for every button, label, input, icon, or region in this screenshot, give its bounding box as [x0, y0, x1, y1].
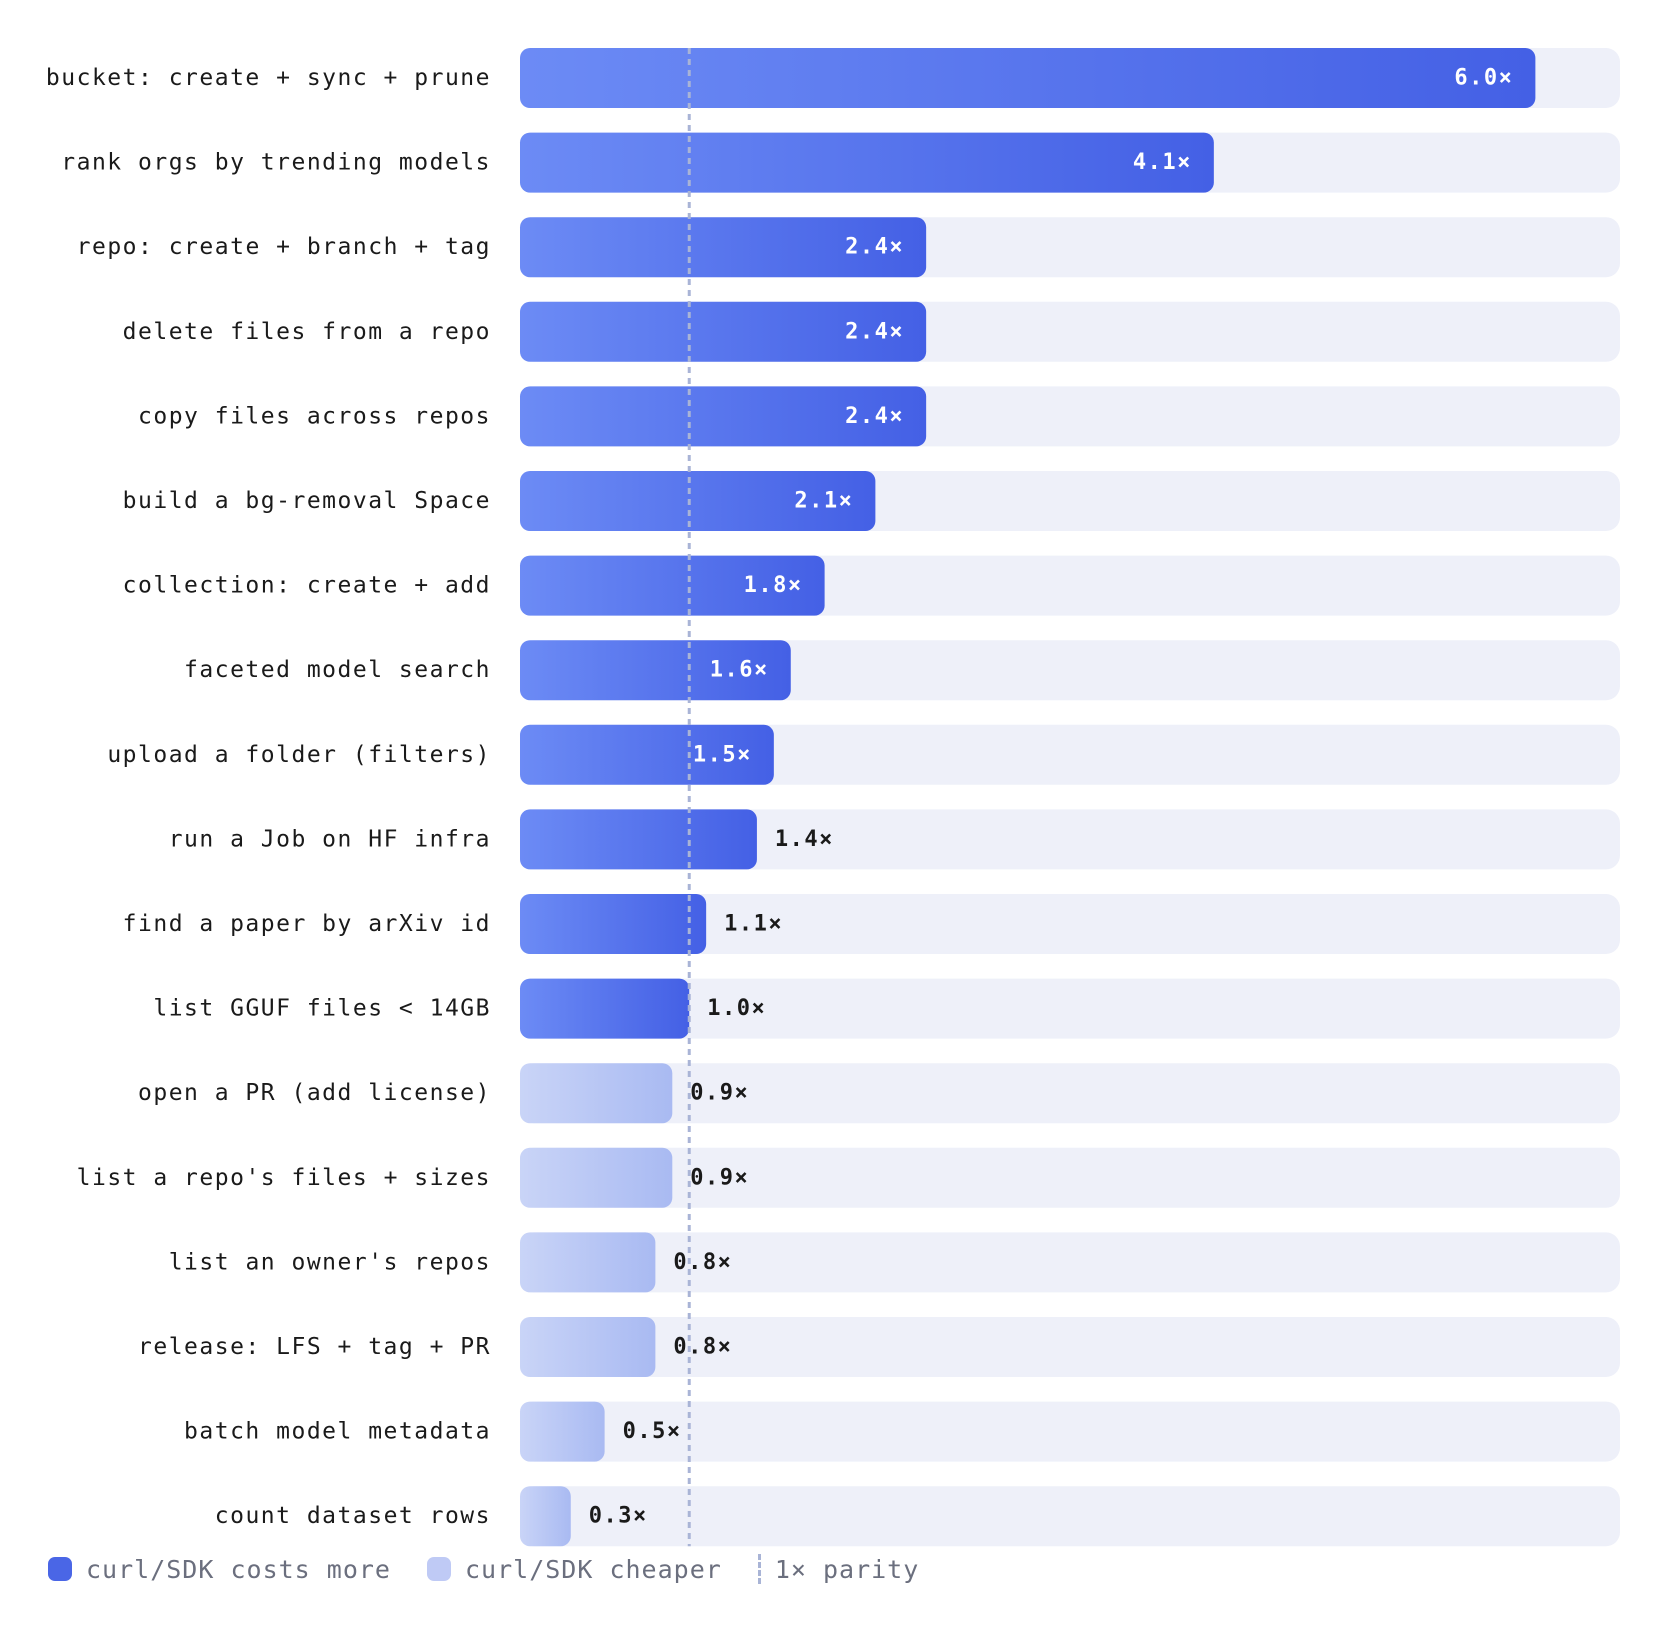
value-label: 4.1×	[1133, 150, 1192, 175]
category-label: bucket: create + sync + prune	[46, 65, 491, 91]
legend-label-parity: 1× parity	[774, 1554, 920, 1584]
value-label: 6.0×	[1454, 66, 1513, 91]
value-label: 2.4×	[845, 319, 904, 344]
legend-item-cheaper: curl/SDK cheaper	[426, 1554, 722, 1584]
bar	[520, 471, 876, 531]
category-label: open a PR (add license)	[138, 1080, 491, 1106]
value-label: 0.8×	[673, 1250, 732, 1275]
bar-track	[520, 894, 1620, 954]
category-label: rank orgs by trending models	[61, 150, 491, 176]
category-label: delete files from a repo	[123, 319, 491, 345]
value-label: 2.4×	[845, 235, 904, 260]
category-label: list GGUF files < 14GB	[153, 996, 491, 1022]
legend-label-cheaper: curl/SDK cheaper	[464, 1554, 722, 1584]
value-label: 1.4×	[775, 827, 834, 852]
bar-track	[520, 1063, 1620, 1124]
bar	[520, 1317, 656, 1377]
bar	[520, 978, 690, 1039]
bar	[520, 809, 757, 870]
category-label: build a bg-removal Space	[123, 488, 491, 514]
bar	[520, 132, 1214, 193]
bar-track	[520, 1232, 1620, 1293]
legend-parity-mark	[757, 1554, 761, 1584]
bar	[520, 1401, 605, 1462]
category-label: list an owner's repos	[169, 1249, 491, 1275]
legend-item-parity: 1× parity	[757, 1554, 920, 1584]
value-label: 1.8×	[744, 573, 803, 598]
bars	[520, 48, 1536, 1547]
value-label: 1.0×	[707, 996, 766, 1021]
bar-track	[520, 724, 1620, 785]
value-label: 2.4×	[845, 404, 904, 429]
value-label: 0.3×	[589, 1504, 648, 1529]
value-label: 2.1×	[794, 489, 853, 514]
legend-item-costs-more: curl/SDK costs more	[48, 1555, 391, 1584]
value-label: 0.9×	[690, 1165, 749, 1190]
category-label: repo: create + branch + tag	[77, 234, 491, 260]
category-label: list a repo's files + sizes	[77, 1165, 491, 1191]
category-label: run a Job on HF infra	[169, 826, 491, 852]
bar	[520, 1063, 673, 1124]
legend-swatch-costs-more	[48, 1557, 72, 1581]
value-label: 0.8×	[673, 1335, 732, 1360]
bar	[520, 386, 927, 447]
value-label: 1.1×	[724, 912, 783, 937]
bar	[520, 1486, 571, 1547]
bar-track	[520, 978, 1620, 1039]
bar	[520, 724, 774, 785]
category-label: upload a folder (filters)	[107, 742, 491, 768]
bar-track	[520, 809, 1620, 870]
category-label: find a paper by arXiv id	[123, 911, 491, 937]
bar-track	[520, 1401, 1620, 1462]
legend-swatch-cheaper	[426, 1557, 451, 1581]
bar	[520, 48, 1536, 108]
value-label: 1.5×	[693, 742, 752, 767]
value-label: 0.9×	[690, 1081, 749, 1106]
category-label: collection: create + add	[123, 573, 491, 599]
category-label: release: LFS + tag + PR	[138, 1334, 491, 1360]
bar	[520, 1232, 656, 1293]
bar-track	[520, 1486, 1620, 1547]
bar	[520, 217, 927, 278]
bar	[520, 640, 791, 701]
bar-track	[520, 1147, 1620, 1208]
category-label: copy files across repos	[138, 403, 491, 429]
value-label: 1.6×	[710, 658, 769, 683]
category-label: faceted model search	[184, 657, 491, 683]
bar	[520, 301, 927, 362]
bar	[520, 894, 707, 954]
legend-label-costs-more: curl/SDK costs more	[86, 1554, 391, 1584]
category-labels: bucket: create + sync + prune rank orgs b…	[46, 65, 491, 1529]
value-label: 0.5×	[623, 1419, 682, 1444]
bar	[520, 555, 825, 616]
category-label: batch model metadata	[184, 1419, 491, 1445]
bar-track	[520, 640, 1620, 701]
legend: curl/SDK costs more curl/SDK cheaper 1× …	[48, 1551, 955, 1587]
category-label: count dataset rows	[215, 1503, 491, 1529]
bar-track	[520, 1317, 1620, 1377]
value-labels: 6.0× 4.1× 2.4× 2.4× 2.4× 2.1× 1.8× 1.6× 1.5× 1.4×…	[589, 66, 1513, 1529]
bar	[520, 1147, 673, 1208]
